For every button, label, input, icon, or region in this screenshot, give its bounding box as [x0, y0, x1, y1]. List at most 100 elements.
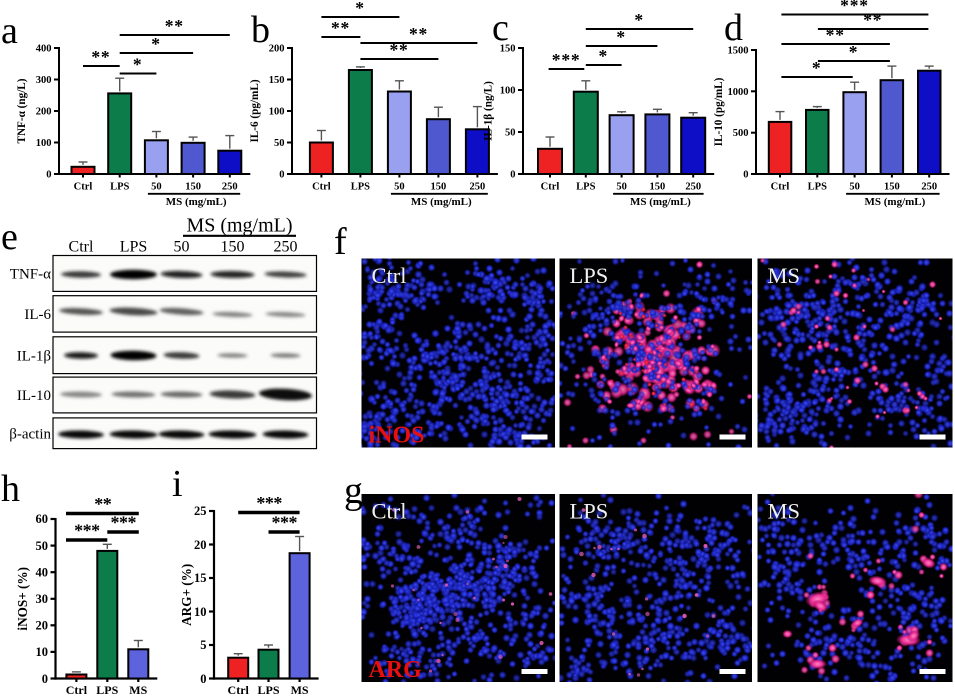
- svg-text:MS: MS: [768, 263, 801, 288]
- svg-text:LPS: LPS: [110, 182, 129, 193]
- svg-text:MS (mg/mL): MS (mg/mL): [630, 196, 691, 208]
- svg-text:LPS: LPS: [576, 182, 595, 193]
- svg-text:100: 100: [500, 86, 516, 97]
- svg-text:h: h: [1, 468, 20, 510]
- svg-text:iNOS: iNOS: [369, 423, 425, 449]
- svg-text:250: 250: [470, 182, 486, 193]
- svg-text:250: 250: [921, 182, 937, 193]
- svg-text:50: 50: [36, 539, 49, 553]
- svg-text:*: *: [599, 46, 609, 66]
- svg-text:*: *: [634, 10, 644, 30]
- svg-text:50: 50: [174, 239, 190, 256]
- svg-text:Ctrl: Ctrl: [372, 263, 407, 288]
- svg-text:50: 50: [151, 182, 162, 193]
- svg-text:Ctrl: Ctrl: [541, 182, 560, 193]
- svg-text:150: 150: [221, 239, 245, 256]
- svg-text:i: i: [172, 463, 183, 505]
- svg-text:**: **: [94, 494, 112, 514]
- svg-text:MS: MS: [768, 499, 801, 524]
- svg-text:MS (mg/mL): MS (mg/mL): [166, 196, 227, 208]
- svg-text:**: **: [331, 18, 350, 38]
- svg-text:MS (mg/mL): MS (mg/mL): [186, 215, 292, 237]
- svg-text:LPS: LPS: [570, 499, 609, 524]
- svg-text:150: 150: [884, 182, 900, 193]
- svg-text:IL-10: IL-10: [17, 388, 51, 404]
- svg-text:50: 50: [849, 182, 860, 193]
- svg-text:TNF-α (ng/L): TNF-α (ng/L): [16, 78, 28, 143]
- svg-text:Ctrl: Ctrl: [372, 499, 407, 524]
- svg-text:40: 40: [36, 565, 49, 579]
- svg-text:TNF-α: TNF-α: [10, 267, 51, 283]
- svg-text:g: g: [344, 470, 363, 512]
- svg-text:150: 150: [185, 182, 201, 193]
- svg-text:*: *: [849, 42, 859, 62]
- svg-text:0: 0: [46, 170, 51, 181]
- svg-text:15: 15: [194, 571, 207, 585]
- svg-text:LPS: LPS: [257, 683, 279, 697]
- svg-text:*: *: [812, 58, 822, 78]
- svg-text:***: ***: [256, 493, 282, 513]
- svg-text:Ctrl: Ctrl: [228, 683, 250, 697]
- svg-text:150: 150: [500, 44, 516, 55]
- svg-text:150: 150: [269, 75, 285, 86]
- svg-text:0: 0: [279, 170, 284, 181]
- svg-text:**: **: [409, 24, 428, 44]
- svg-text:**: **: [826, 25, 845, 45]
- svg-text:25: 25: [194, 504, 207, 518]
- svg-text:10: 10: [194, 605, 207, 619]
- svg-text:60: 60: [36, 512, 49, 526]
- svg-text:**: **: [165, 16, 184, 36]
- svg-text:e: e: [1, 216, 18, 258]
- svg-text:1000: 1000: [728, 87, 749, 98]
- svg-text:LPS: LPS: [351, 182, 370, 193]
- svg-text:400: 400: [36, 44, 52, 55]
- svg-text:50: 50: [394, 182, 405, 193]
- svg-text:0: 0: [743, 170, 748, 181]
- svg-text:***: ***: [840, 0, 869, 16]
- svg-text:MS (mg/mL): MS (mg/mL): [411, 196, 472, 208]
- svg-text:f: f: [334, 221, 347, 263]
- svg-text:IL-10 (pg/mL): IL-10 (pg/mL): [713, 77, 725, 146]
- svg-text:IL-6: IL-6: [24, 307, 51, 323]
- svg-text:Ctrl: Ctrl: [69, 239, 94, 256]
- svg-text:Ctrl: Ctrl: [66, 683, 88, 697]
- svg-text:20: 20: [194, 538, 207, 552]
- svg-text:LPS: LPS: [120, 239, 148, 256]
- svg-text:MS (mg/mL): MS (mg/mL): [865, 196, 926, 208]
- svg-text:β-actin: β-actin: [9, 426, 51, 442]
- svg-text:200: 200: [269, 44, 285, 55]
- svg-text:30: 30: [36, 592, 49, 606]
- svg-text:***: ***: [111, 513, 137, 533]
- svg-text:150: 150: [431, 182, 447, 193]
- svg-text:250: 250: [274, 239, 298, 256]
- svg-text:1500: 1500: [728, 46, 749, 57]
- svg-text:LPS: LPS: [570, 263, 609, 288]
- svg-text:50: 50: [505, 128, 516, 139]
- svg-text:ARG: ARG: [369, 657, 423, 683]
- svg-text:*: *: [355, 0, 365, 18]
- svg-text:iNOS+ (%): iNOS+ (%): [15, 567, 30, 631]
- svg-text:d: d: [724, 7, 743, 49]
- svg-text:*: *: [151, 34, 161, 54]
- svg-text:20: 20: [36, 619, 49, 633]
- svg-text:**: **: [863, 10, 882, 30]
- svg-text:LPS: LPS: [96, 683, 118, 697]
- svg-text:***: ***: [552, 50, 581, 70]
- svg-text:***: ***: [74, 521, 100, 541]
- svg-text:MS: MS: [129, 683, 147, 697]
- svg-text:250: 250: [222, 182, 238, 193]
- svg-text:IL-1β (ng/L): IL-1β (ng/L): [483, 81, 495, 141]
- svg-text:50: 50: [274, 138, 285, 149]
- svg-text:0: 0: [42, 672, 48, 686]
- svg-text:*: *: [616, 27, 626, 47]
- svg-text:c: c: [492, 7, 509, 49]
- svg-text:10: 10: [36, 645, 49, 659]
- svg-text:300: 300: [36, 75, 52, 86]
- svg-text:0: 0: [200, 672, 206, 686]
- svg-text:IL-6 (pg/mL): IL-6 (pg/mL): [249, 79, 261, 142]
- svg-text:b: b: [251, 9, 270, 51]
- svg-text:Ctrl: Ctrl: [771, 182, 790, 193]
- svg-text:250: 250: [685, 182, 701, 193]
- svg-text:Ctrl: Ctrl: [74, 182, 93, 193]
- svg-text:500: 500: [733, 128, 749, 139]
